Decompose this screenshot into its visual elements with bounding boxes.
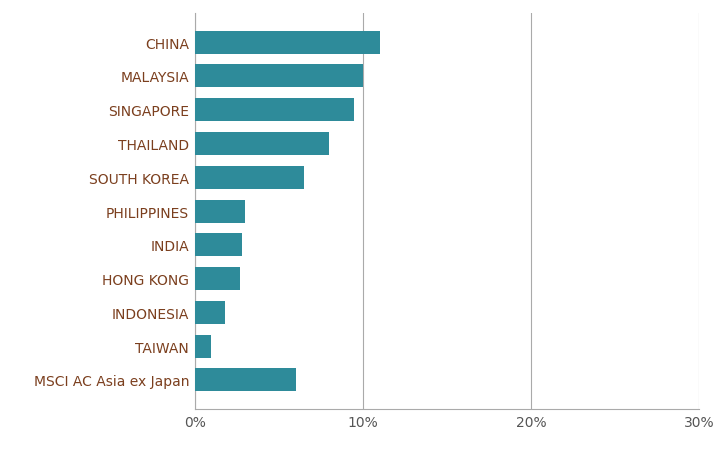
Bar: [195, 301, 225, 324]
Bar: [195, 200, 245, 223]
Bar: [195, 32, 380, 55]
Bar: [195, 133, 329, 156]
Bar: [195, 167, 304, 189]
Bar: [195, 268, 240, 290]
Bar: [195, 66, 363, 88]
Bar: [195, 335, 211, 358]
Bar: [195, 99, 355, 122]
Bar: [195, 234, 242, 257]
Bar: [195, 369, 296, 391]
